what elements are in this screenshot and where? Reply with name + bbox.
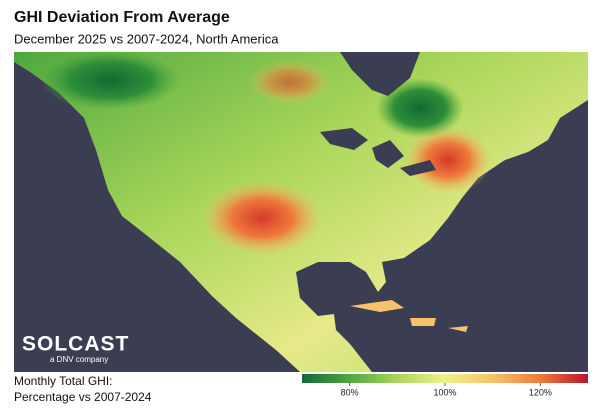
hot-zone [248, 60, 332, 104]
legend-label: Percentage vs 2007-2024 [14, 390, 152, 404]
great-lakes [320, 128, 436, 176]
subtitle: December 2025 vs 2007-2024, North Americ… [14, 31, 279, 46]
colorbar-tick-label: 80% [341, 387, 359, 397]
hudson-bay [340, 52, 420, 96]
colorbar-tick-label: 120% [529, 387, 552, 397]
hot-zone [404, 126, 492, 194]
title: GHI Deviation From Average [14, 9, 230, 26]
caribbean-islands [350, 300, 468, 332]
cool-zone [40, 50, 180, 110]
cool-zone [376, 78, 464, 138]
logo-tagline: a DNV company [50, 355, 108, 364]
colorbar [302, 374, 588, 383]
hot-zone [200, 180, 324, 256]
logo: SOLCAST [22, 333, 129, 356]
colorbar-tick-label: 100% [433, 387, 456, 397]
legend-label: Monthly Total GHI: [14, 374, 112, 388]
map: SOLCAST a DNV company [14, 50, 588, 372]
